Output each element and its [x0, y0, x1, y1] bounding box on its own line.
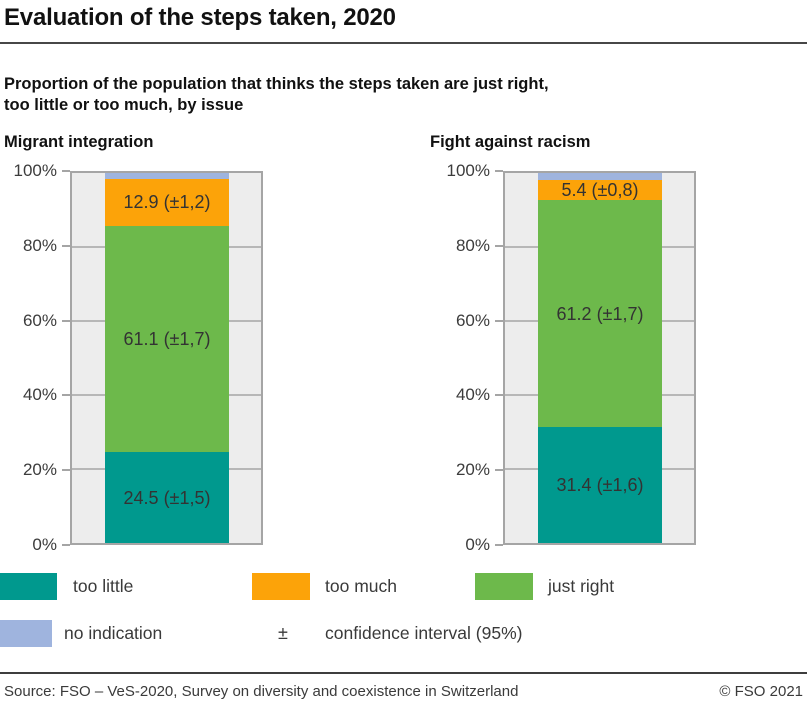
y-axis-tick [495, 394, 503, 397]
y-axis-label: 40% [22, 385, 57, 405]
legend-label: no indication [64, 623, 163, 643]
segment-value-label: 31.4 (±1,6) [556, 474, 644, 495]
y-axis-label: 40% [455, 385, 490, 405]
y-axis-tick [62, 319, 70, 322]
legend-label: confidence interval (95%) [325, 623, 523, 643]
legend-swatch [0, 573, 57, 600]
segment-value-label: 61.2 (±1,7) [556, 303, 644, 324]
legend-swatch [252, 573, 310, 600]
stacked-bar: 5.4 (±0,8) 61.2 (±1,7) 31.4 (±1,6) [538, 173, 662, 543]
footer-divider [0, 672, 807, 674]
y-axis-label: 0% [32, 535, 57, 554]
y-axis-label: 100% [13, 161, 57, 180]
legend-label: too much [325, 576, 397, 596]
legend-item-confidence-interval-95-: ± confidence interval (95%) [265, 620, 522, 647]
y-axis-tick [62, 394, 70, 397]
y-axis-tick [495, 469, 503, 472]
segment-value-label: 61.1 (±1,7) [123, 329, 211, 350]
bar-segment-no-indication [538, 173, 662, 181]
legend-swatch [475, 573, 533, 600]
source-text: Source: FSO – VeS-2020, Survey on divers… [4, 683, 519, 700]
bar-segment-too-little: 24.5 (±1,5) [105, 452, 229, 543]
y-axis-tick [495, 544, 503, 546]
y-axis-tick [495, 244, 503, 247]
subtitle-line-2: too little or too much, by issue [4, 96, 244, 114]
segment-value-label: 24.5 (±1,5) [123, 487, 211, 508]
plot-area: 5.4 (±0,8) 61.2 (±1,7) 31.4 (±1,6) [503, 171, 696, 545]
y-axis-tick [62, 469, 70, 472]
subtitle-line-1: Proportion of the population that thinks… [4, 75, 549, 93]
bar-segment-just-right: 61.2 (±1,7) [538, 200, 662, 427]
y-axis-label: 80% [22, 235, 57, 255]
y-axis-tick [62, 244, 70, 247]
y-axis-label: 0% [465, 535, 490, 554]
plus-minus-symbol: ± [278, 623, 288, 643]
bar-segment-too-much: 5.4 (±0,8) [538, 180, 662, 201]
y-axis-label: 80% [455, 235, 490, 255]
legend-label: just right [548, 576, 615, 596]
bar-segment-just-right: 61.1 (±1,7) [105, 226, 229, 453]
legend-item-too-much: too much [252, 573, 397, 600]
legend-item-too-little: too little [0, 573, 133, 600]
copyright-text: © FSO 2021 [719, 683, 803, 700]
y-axis-label: 60% [22, 310, 57, 330]
y-axis-tick [62, 170, 70, 172]
page-title: Evaluation of the steps taken, 2020 [4, 4, 396, 31]
legend-item-just-right: just right [475, 573, 614, 600]
bar-segment-too-much: 12.9 (±1,2) [105, 178, 229, 227]
legend-item-no-indication: no indication [0, 620, 162, 647]
plot-area: 12.9 (±1,2) 61.1 (±1,7) 24.5 (±1,5) [70, 171, 263, 545]
stacked-bar: 12.9 (±1,2) 61.1 (±1,7) 24.5 (±1,5) [105, 173, 229, 543]
segment-value-label: 12.9 (±1,2) [123, 192, 211, 213]
chart-title: Fight against racism [430, 133, 591, 151]
y-axis-label: 60% [455, 310, 490, 330]
segment-value-label: 5.4 (±0,8) [561, 180, 639, 201]
chart-subtitle: Proportion of the population that thinks… [4, 74, 549, 116]
bar-segment-too-little: 31.4 (±1,6) [538, 426, 662, 543]
title-divider [0, 42, 807, 44]
chart-title: Migrant integration [4, 133, 154, 151]
legend-label: too little [73, 576, 134, 596]
y-axis-label: 20% [455, 460, 490, 480]
y-axis-tick [495, 319, 503, 322]
y-axis-tick [495, 170, 503, 172]
y-axis-label: 20% [22, 460, 57, 480]
y-axis-label: 100% [446, 161, 490, 180]
fight-against-racism-chart: Fight against racism 0% 20% 40% 60% 80% 100% … [430, 133, 696, 554]
legend-swatch [0, 620, 52, 647]
y-axis-tick [62, 544, 70, 546]
migrant-integration-chart: Migrant integration 0% 20% 40% 60% 80% 100% 1… [0, 133, 263, 554]
bar-segment-no-indication [105, 173, 229, 179]
